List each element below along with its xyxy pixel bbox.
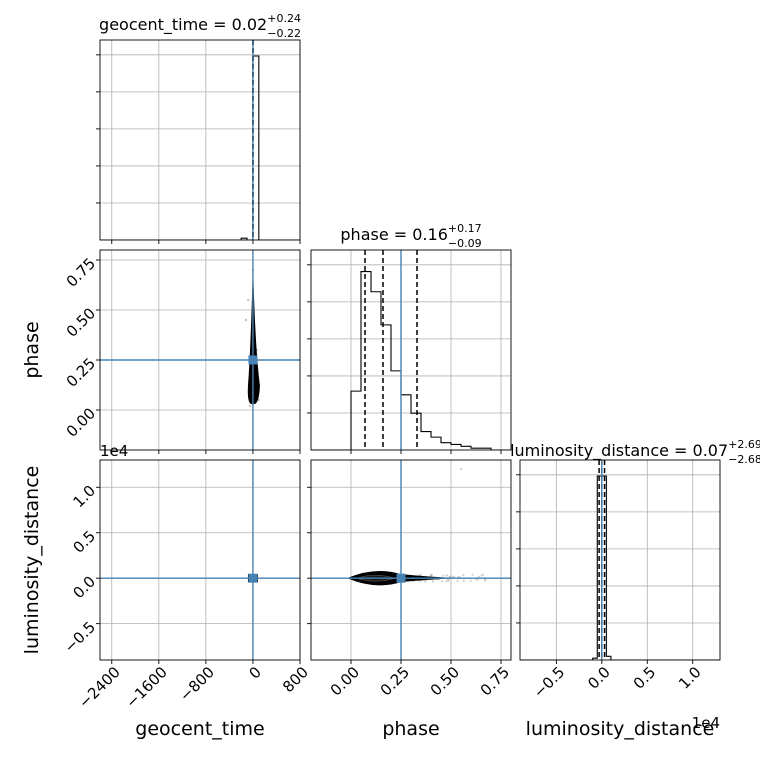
- ylabel-luminosity-distance: luminosity_distance: [21, 466, 43, 655]
- axis-luminosity-distance-y-yticklabel-2: 0.5: [69, 527, 99, 557]
- joint-dist-phase-point-43: [449, 575, 452, 578]
- axis-phase-y-yticklabel-3: 0.75: [63, 254, 99, 290]
- title-phase-value: phase = 0.16: [340, 225, 447, 244]
- joint-dist-phase-point-83: [477, 575, 480, 578]
- axis-geocent-time-xticklabel-2: −800: [176, 663, 218, 705]
- joint-dist-phase-point-30: [484, 578, 487, 581]
- joint-dist-phase-point-58: [429, 574, 432, 577]
- joint-dist-phase-point-8: [447, 579, 450, 582]
- offset-label-x: 1e4: [692, 714, 720, 732]
- title-phase-plus: +0.17: [448, 222, 482, 235]
- joint-dist-phase-point-66: [441, 580, 444, 583]
- axis-geocent-time-xticklabel-1: −1600: [122, 663, 171, 712]
- hist-geocent-time-frame: [99, 39, 301, 241]
- axis-geocent-time-xticklabel-3: 0: [245, 663, 264, 682]
- grid-layer: [100, 40, 720, 660]
- title-geocent_time-minus: −0.22: [267, 27, 301, 40]
- axis-luminosity-distance-xticklabel-1: 0.0: [584, 663, 614, 693]
- joint-dist-phase-point-35: [456, 579, 459, 582]
- joint-dist-phase-point-54: [445, 574, 448, 577]
- xlabel-luminosity-distance: luminosity_distance: [526, 718, 715, 740]
- hist-phase-hist: [311, 270, 511, 450]
- joint-dist-phase-point-89: [442, 574, 445, 577]
- ylabel-phase: phase: [21, 321, 43, 378]
- joint-dist-phase-point-84: [419, 573, 422, 576]
- axis-luminosity-distance-xticklabel-2: 0.5: [630, 663, 660, 693]
- joint-phase-geocent-density: [247, 260, 260, 405]
- title-luminosity_distance-plus: +2.69: [728, 438, 760, 451]
- joint-phase-geocent-point-12: [248, 404, 252, 408]
- title-phase: phase = 0.16+0.17: [340, 222, 481, 244]
- joint-dist-phase-point-79: [430, 574, 433, 577]
- joint-dist-phase-point-87: [462, 574, 465, 577]
- title-luminosity_distance-value: luminosity_distance = 0.07: [510, 441, 728, 461]
- axis-luminosity-distance-y-yticklabel-0: −0.5: [61, 618, 99, 656]
- xlabel-phase: phase: [382, 718, 439, 740]
- joint-dist-phase-point-15: [447, 578, 450, 581]
- joint-dist-phase-truth-marker: [396, 573, 406, 583]
- title-luminosity_distance: luminosity_distance = 0.07+2.69: [510, 438, 760, 461]
- joint-dist-phase-point-27: [418, 580, 421, 583]
- axis-luminosity-distance-y-yticklabel-3: 1.0: [69, 482, 99, 512]
- joint-dist-phase-point-6: [445, 580, 448, 583]
- xlabel-geocent-time: geocent_time: [135, 718, 264, 740]
- axis-phase-y-yticklabel-0: 0.00: [63, 404, 99, 440]
- joint-phase-geocent-point-8: [247, 298, 250, 302]
- hist-geocent-time-hist: [100, 55, 300, 240]
- joint-dist-phase-point-64: [462, 579, 465, 582]
- frame-layer: [96, 39, 721, 664]
- joint-dist-phase-outlier: [459, 467, 463, 471]
- joint-dist-phase-point-38: [480, 574, 483, 577]
- title-geocent_time-value: geocent_time = 0.02: [99, 15, 267, 35]
- axis-phase-y-yticklabel-1: 0.25: [63, 354, 99, 390]
- axis-geocent-time-xticklabel-0: −2400: [75, 663, 124, 712]
- joint-dist-phase-point-40: [431, 580, 435, 583]
- offset-label-y: 1e4: [100, 442, 128, 460]
- joint-dist-phase-point-51: [476, 578, 479, 581]
- title-phase-minus: −0.09: [448, 237, 482, 250]
- joint-phase-geocent-point-11: [257, 398, 261, 402]
- joint-dist-phase-point-60: [424, 580, 427, 583]
- joint-dist-phase-frame: [310, 459, 512, 661]
- joint-dist-phase-point-37: [471, 573, 474, 576]
- joint-dist-phase-point-59: [469, 579, 472, 582]
- axis-geocent-time-xticklabel-4: 800: [279, 663, 312, 696]
- joint-phase-geocent-truth-marker: [248, 355, 258, 365]
- axis-luminosity-distance-y-yticklabel-1: 0.0: [69, 573, 99, 603]
- axis-luminosity-distance-xticklabel-3: 1.0: [675, 663, 705, 693]
- axis-phase-xticklabel-1: 0.25: [377, 663, 413, 699]
- joint-dist-geocent-frame: [99, 459, 301, 661]
- joint-dist-phase-point-53: [451, 575, 455, 578]
- title-geocent_time: geocent_time = 0.02+0.24: [99, 12, 301, 35]
- hist-luminosity-distance-hist: [520, 475, 720, 660]
- title-luminosity_distance-minus: −2.68: [728, 453, 760, 466]
- data-layer: [100, 40, 720, 660]
- joint-dist-phase-point-11: [481, 573, 485, 576]
- joint-phase-geocent-point-9: [244, 318, 248, 322]
- hist-luminosity-distance-frame: [519, 459, 721, 661]
- axis-luminosity-distance-xticklabel-0: −0.5: [530, 663, 568, 701]
- joint-dist-phase-point-13: [484, 579, 487, 582]
- axis-phase-xticklabel-0: 0.00: [327, 663, 363, 699]
- joint-dist-phase-point-88: [430, 573, 433, 576]
- axis-phase-xticklabel-2: 0.50: [427, 663, 463, 699]
- title-geocent_time-plus: +0.24: [267, 12, 301, 25]
- joint-dist-geocent-truth-marker: [248, 573, 258, 583]
- hist-phase-frame: [310, 249, 512, 451]
- axis-phase-y-yticklabel-2: 0.50: [63, 304, 99, 340]
- axis-phase-xticklabel-3: 0.75: [477, 663, 513, 699]
- joint-phase-geocent-frame: [99, 249, 301, 451]
